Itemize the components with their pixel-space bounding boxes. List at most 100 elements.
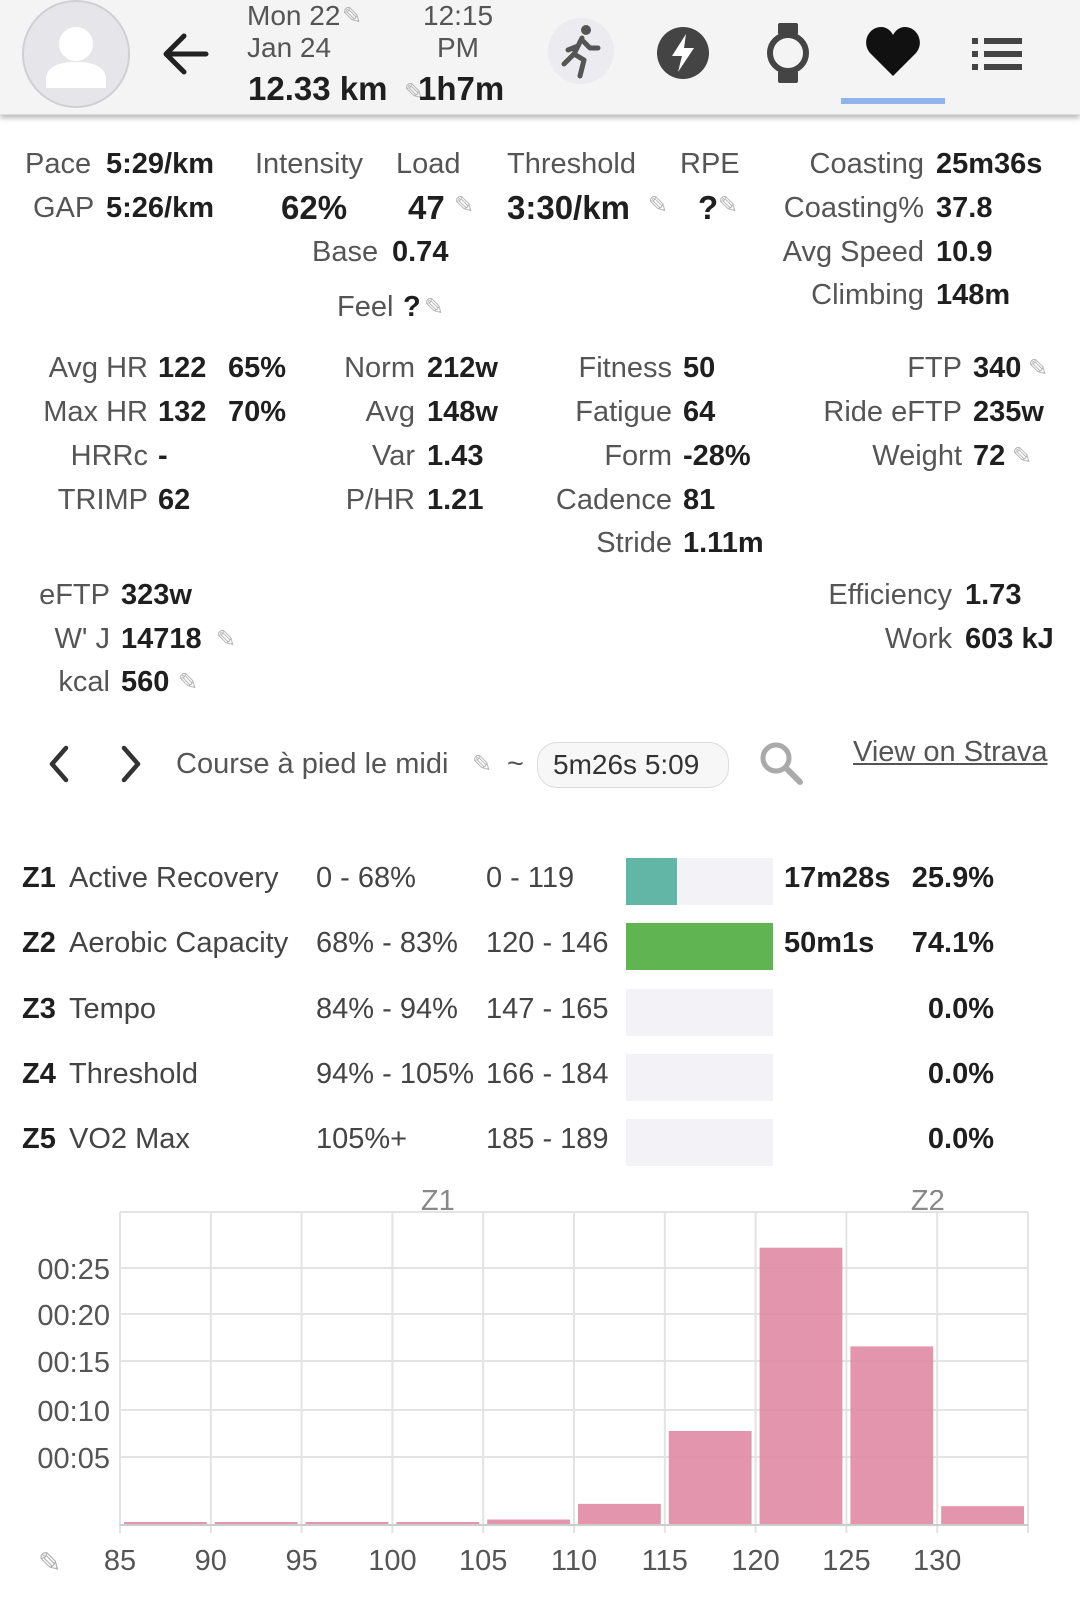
max-hr-value: 132 [158, 396, 207, 428]
edit-kcal-pencil-icon[interactable]: ✎ [178, 669, 199, 696]
edit-load-pencil-icon[interactable]: ✎ [454, 192, 475, 219]
zone-share: 0.0% [927, 993, 994, 1025]
cadence-label: Cadence [555, 484, 672, 516]
zone-hr-range: 0 - 119 [486, 862, 575, 894]
chevron-right-icon [121, 745, 141, 783]
ride-eftp-value: 235w [973, 396, 1044, 428]
pencil-icon[interactable]: ✎ [38, 1547, 61, 1578]
x-tick-label: 105 [459, 1545, 507, 1577]
edit-distance-pencil-icon[interactable]: ✎ [404, 79, 425, 106]
zone-code: Z1 [22, 862, 56, 894]
eftp-label: eFTP [39, 579, 110, 611]
zone-share: 25.9% [911, 862, 994, 894]
x-tick-label: 100 [368, 1545, 416, 1577]
zone-percent-range: 94% - 105% [316, 1058, 474, 1090]
back-arrow-icon [163, 33, 209, 75]
intensity-label: Intensity [255, 148, 363, 180]
phr-label: P/HR [345, 484, 415, 516]
tab-device[interactable] [766, 22, 810, 89]
fatigue-value: 64 [683, 396, 716, 428]
zone-name: Aerobic Capacity [69, 927, 289, 959]
avg-power-label: Avg [365, 396, 415, 428]
interval-chip-label: 5m26s 5:09 [553, 749, 700, 780]
y-tick-label: 00:15 [37, 1347, 110, 1379]
zone-bar-fill [626, 858, 678, 905]
zone-percent-range: 105%+ [316, 1123, 408, 1155]
edit-name-pencil-icon[interactable]: ✎ [472, 751, 493, 778]
zone-bar-track [626, 923, 773, 970]
feel-value: ? [403, 291, 421, 323]
coasting-pct-value: 37.8 [936, 192, 993, 224]
load-label: Load [396, 148, 461, 180]
pace-value: 5:29/km [106, 148, 215, 180]
list-icon [972, 38, 1022, 70]
edit-feel-pencil-icon[interactable]: ✎ [424, 294, 445, 321]
zone-row: Z1 Active Recovery 0 - 68% 0 - 119 17m28s 25.… [0, 858, 1080, 906]
avatar[interactable] [22, 0, 130, 108]
back-button[interactable] [158, 30, 210, 83]
edit-ftp-pencil-icon[interactable]: ✎ [1028, 355, 1049, 382]
zone-hr-range: 147 - 165 [486, 993, 609, 1025]
zone-name: Threshold [69, 1058, 198, 1090]
search-icon [760, 742, 803, 785]
avg-power-value: 148w [427, 396, 498, 428]
date-line-2: Jan 24 [247, 32, 332, 63]
x-tick-label: 110 [551, 1545, 597, 1577]
next-activity-button[interactable] [116, 742, 146, 791]
coasting-pct-label: Coasting% [783, 192, 924, 224]
y-tick-label: 00:10 [37, 1396, 110, 1428]
edit-wj-pencil-icon[interactable]: ✎ [216, 626, 237, 653]
tab-heart-rate[interactable] [865, 26, 921, 83]
gap-value: 5:26/km [106, 192, 215, 224]
menu-button[interactable] [972, 36, 1024, 77]
avatar-icon [46, 27, 106, 88]
zone-hr-range: 120 - 146 [486, 927, 609, 959]
zone-code: Z2 [22, 927, 56, 959]
zone-code: Z3 [22, 993, 56, 1025]
ftp-label: FTP [907, 352, 962, 384]
trimp-value: 62 [158, 484, 191, 516]
ride-eftp-label: Ride eFTP [823, 396, 962, 428]
zone-code: Z5 [22, 1123, 56, 1155]
fatigue-label: Fatigue [575, 396, 672, 428]
search-button[interactable] [758, 740, 804, 791]
edit-rpe-pencil-icon[interactable]: ✎ [718, 192, 739, 219]
coasting-value: 25m36s [936, 148, 1043, 180]
zone-label: Z1 [421, 1190, 455, 1217]
activity-name[interactable]: Course à pied le midi [176, 748, 449, 780]
feel-label: Feel [337, 291, 394, 323]
zone-share: 0.0% [927, 1058, 994, 1090]
previous-activity-button[interactable] [44, 742, 74, 791]
fitness-value: 50 [683, 352, 716, 384]
tilde: ~ [507, 748, 524, 780]
zone-share: 74.1% [911, 927, 994, 959]
edit-threshold-pencil-icon[interactable]: ✎ [648, 192, 669, 219]
zone-time: 50m1s [784, 927, 875, 959]
time-line-2: PM [437, 32, 479, 63]
tab-power[interactable] [656, 26, 710, 85]
ftp-value: 340 [973, 352, 1022, 384]
view-on-strava-link[interactable]: View on Strava [853, 736, 1048, 768]
gap-label: GAP [33, 192, 95, 224]
zone-hr-range: 185 - 189 [486, 1123, 609, 1155]
histogram-bar [396, 1522, 480, 1525]
kcal-label: kcal [58, 666, 110, 698]
threshold-label: Threshold [507, 148, 636, 180]
y-tick-label: 00:20 [37, 1300, 110, 1332]
histogram-bar [214, 1522, 298, 1525]
zone-row: Z3 Tempo 84% - 94% 147 - 165 0.0% [0, 989, 1080, 1037]
climbing-label: Climbing [811, 279, 924, 311]
interval-chip[interactable]: 5m26s 5:09 [537, 742, 729, 788]
fitness-label: Fitness [578, 352, 672, 384]
edit-date-pencil-icon[interactable]: ✎ [342, 3, 363, 30]
weight-value: 72 [973, 440, 1006, 472]
x-tick-label: 120 [731, 1545, 779, 1577]
kcal-value: 560 [121, 666, 170, 698]
x-tick-label: 115 [642, 1545, 688, 1577]
histogram-bar [759, 1247, 843, 1525]
tab-run[interactable] [548, 18, 614, 89]
zone-row: Z5 VO2 Max 105%+ 185 - 189 0.0% [0, 1119, 1080, 1167]
date-line-1: Mon 22 [247, 0, 341, 31]
weight-label: Weight [872, 440, 962, 472]
edit-weight-pencil-icon[interactable]: ✎ [1012, 443, 1033, 470]
